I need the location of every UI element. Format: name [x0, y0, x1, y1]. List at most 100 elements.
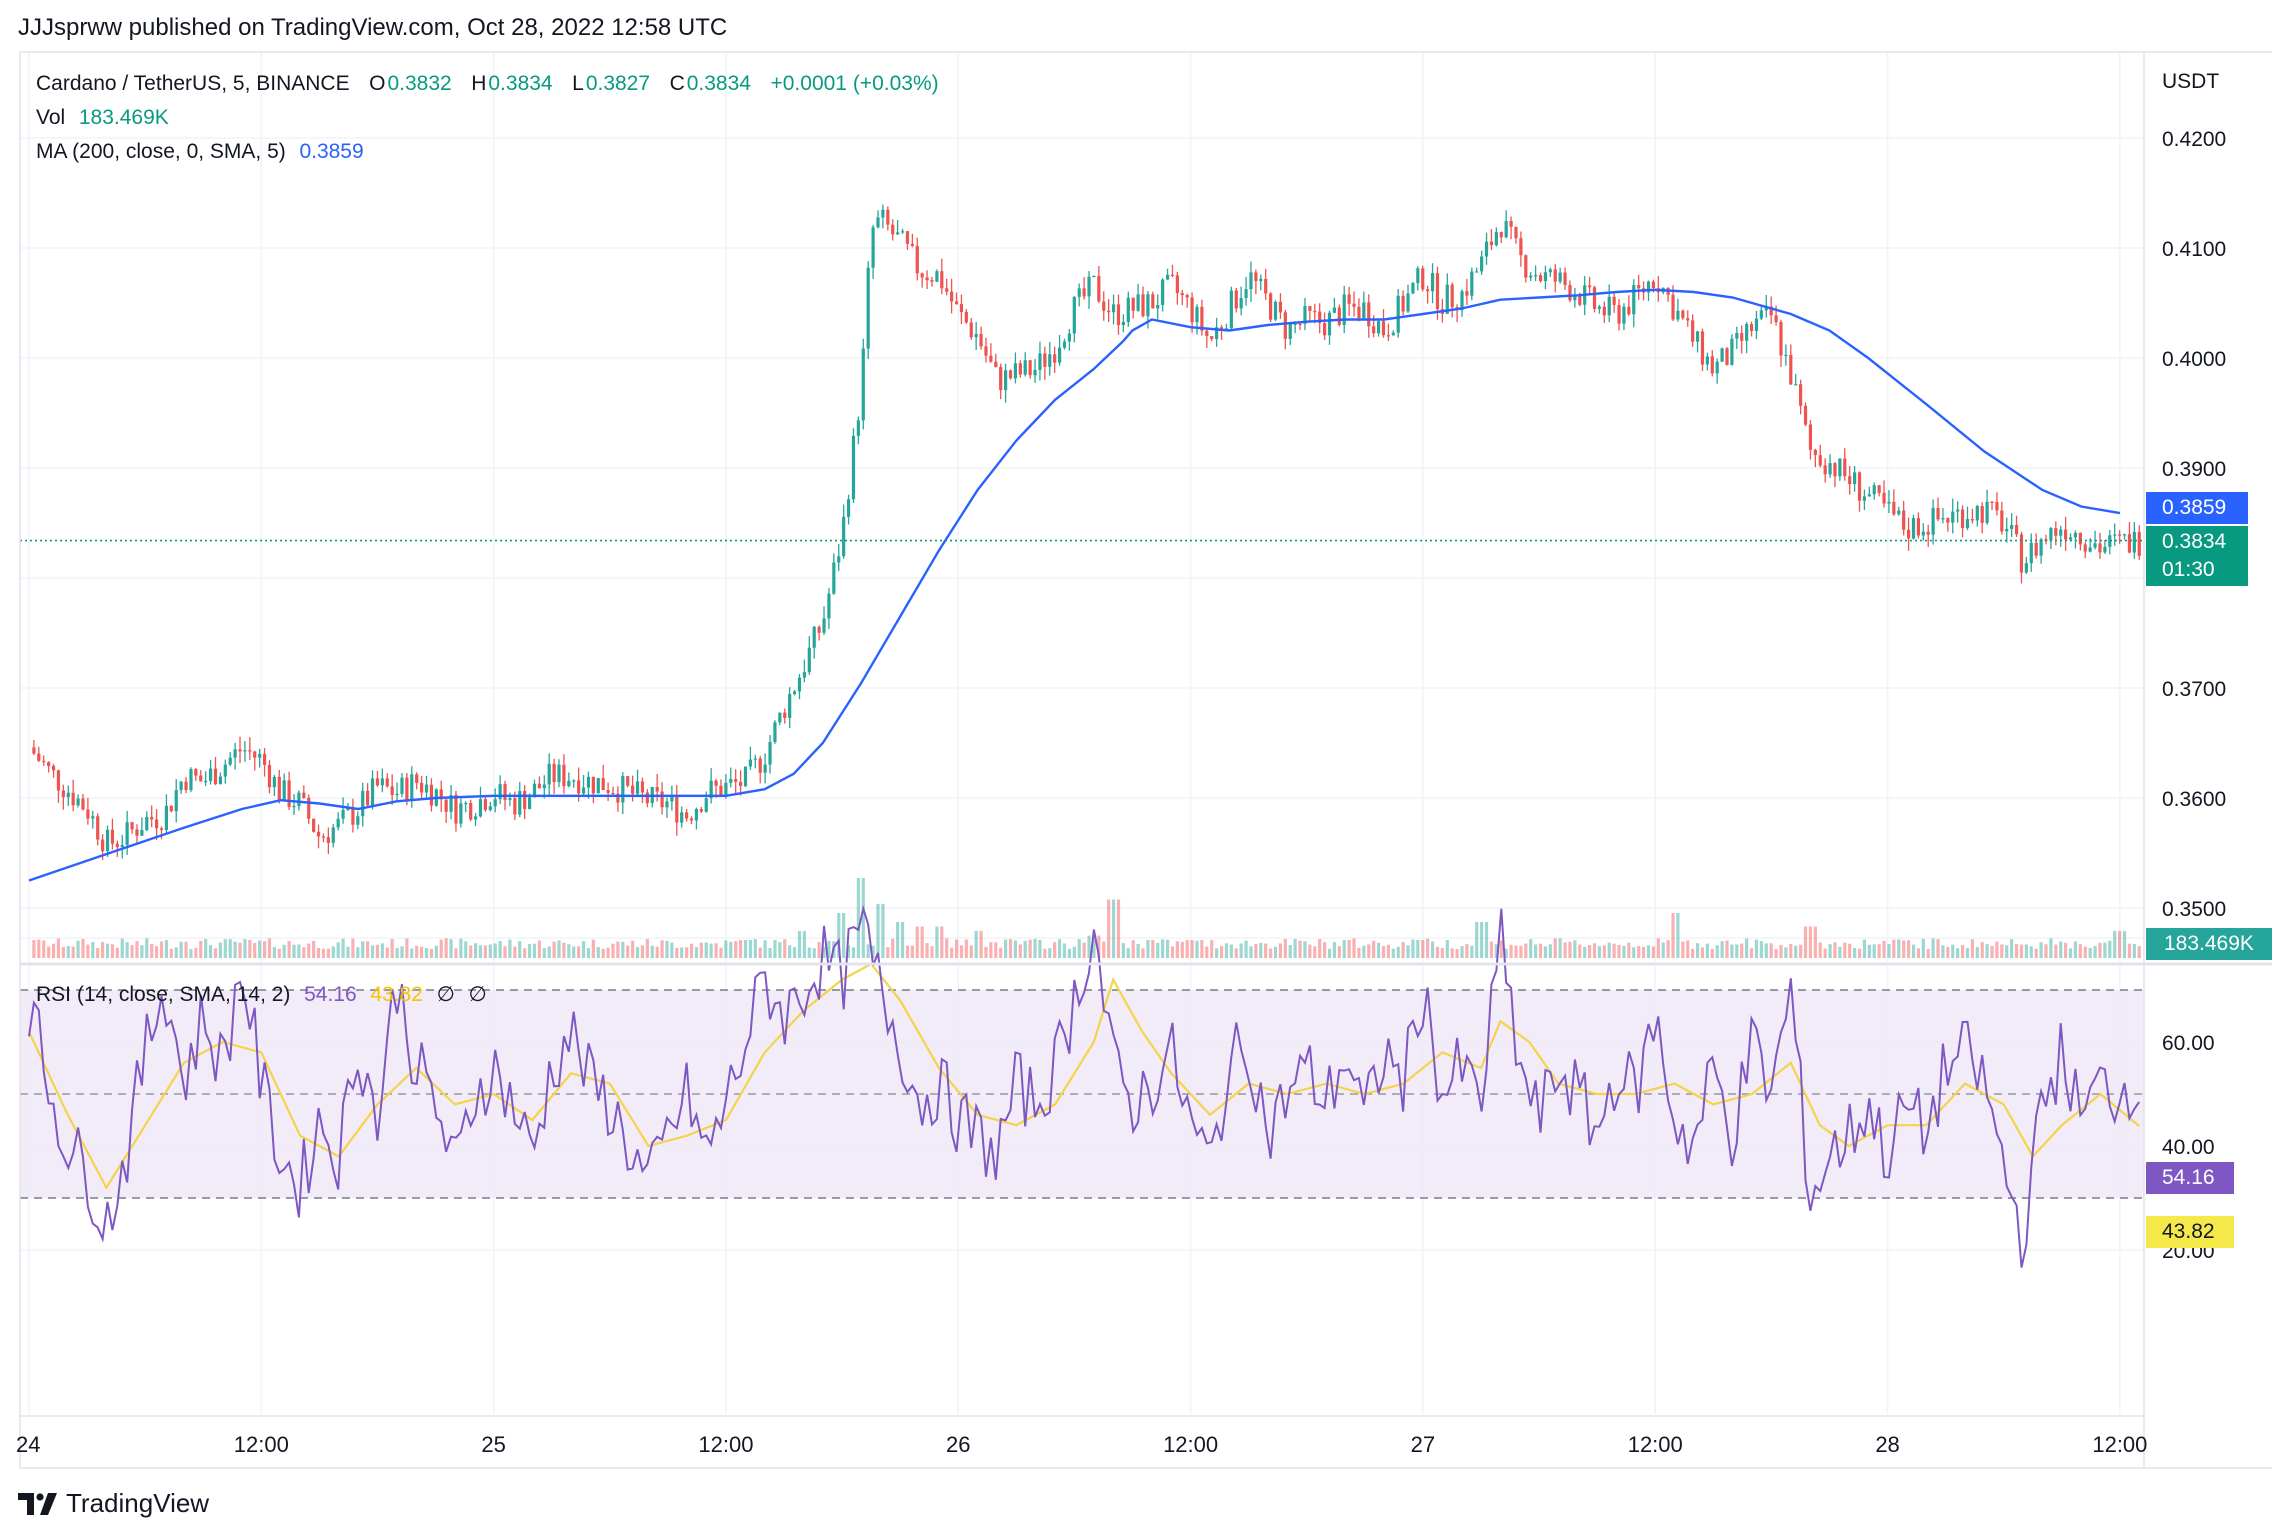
candle-body [523, 791, 527, 810]
volume-bar [680, 947, 684, 958]
price-tick-label: 0.3600 [2162, 788, 2226, 811]
volume-bar [1313, 946, 1317, 958]
candle-body [1215, 327, 1219, 340]
candle-body [1911, 518, 1916, 539]
volume-bar [498, 941, 502, 958]
candle-body [734, 779, 738, 782]
candle-body [1715, 361, 1719, 374]
candle-body [1131, 297, 1135, 311]
candle-body [2064, 529, 2068, 540]
volume-bar [267, 938, 272, 958]
volume-bar [1342, 940, 1346, 958]
volume-bar [1548, 944, 1552, 958]
volume-bar [1003, 939, 1008, 958]
candle-body [1254, 272, 1258, 282]
volume-bar [1563, 942, 1567, 958]
candle-body [331, 827, 335, 843]
volume-bar [979, 931, 983, 958]
volume-bar [1789, 944, 1793, 958]
candle-body [199, 775, 203, 782]
volume-bar [591, 939, 595, 958]
volume-bar [1607, 942, 1611, 958]
volume-bar [71, 946, 75, 958]
time-tick-label: 12:00 [698, 1432, 753, 1457]
volume-bar [1278, 943, 1283, 958]
candle-body [253, 751, 257, 758]
candle-body [1941, 518, 1945, 520]
candle-body [1720, 348, 1724, 362]
volume-bar [1794, 945, 1798, 958]
candle-body [1116, 304, 1121, 326]
volume-bar [1111, 899, 1116, 958]
rsi-ma-tag: 43.82 [2146, 1216, 2234, 1248]
candle-body [1553, 269, 1557, 282]
volume-bar [2005, 945, 2009, 958]
volume-bar [272, 947, 276, 958]
candle-body [1818, 455, 1822, 466]
volume-bar [994, 942, 998, 958]
volume-bar [1509, 944, 1513, 958]
candle-body [851, 435, 856, 500]
candle-body [1867, 494, 1871, 497]
volume-bar [729, 941, 733, 958]
volume-bar [788, 945, 792, 958]
price-tick-label: 0.4100 [2162, 238, 2226, 261]
volume-bar [537, 940, 541, 958]
candle-body [1960, 509, 1965, 529]
volume-bar [1048, 948, 1052, 958]
candle-body [1916, 518, 1921, 536]
volume-bar [1960, 944, 1965, 958]
legend-symbol: Cardano / TetherUS, 5, BINANCE [36, 72, 350, 95]
candle-body [1995, 501, 1999, 511]
candle-body [120, 844, 124, 848]
candle-body [459, 803, 463, 824]
footer-brand[interactable]: TradingView [18, 1488, 209, 1519]
volume-bar [846, 945, 851, 958]
candle-body [876, 217, 880, 228]
volume-bar [1156, 942, 1160, 958]
volume-bar [1215, 948, 1219, 958]
volume-bars [32, 878, 2141, 958]
candle-body [2029, 542, 2033, 564]
candle-body [748, 759, 753, 767]
volume-bar [297, 944, 301, 958]
candle-body [1529, 275, 1533, 278]
candle-body [1151, 294, 1155, 309]
volume-bar [586, 947, 591, 958]
candle-body [439, 789, 443, 800]
candle-body [297, 792, 301, 807]
volume-bar [1970, 939, 1974, 958]
volume-bar [1828, 944, 1832, 958]
volume-bar [1897, 939, 1901, 958]
candle-body [1892, 501, 1896, 515]
legend-high-label: H [471, 72, 487, 95]
candle-body [1470, 271, 1474, 296]
candle-body [1072, 296, 1076, 334]
volume-bar [1489, 941, 1494, 958]
volume-bar [1764, 943, 1768, 958]
volume-bar [900, 922, 905, 958]
volume-bar [527, 944, 532, 958]
time-tick-label: 12:00 [1163, 1432, 1218, 1457]
price-tick-label: 0.4200 [2162, 128, 2226, 151]
candle-body [312, 818, 316, 832]
candle-body [660, 791, 664, 808]
candle-body [1494, 231, 1498, 246]
candle-body [900, 231, 905, 233]
candle-body [1794, 384, 1798, 386]
candle-body [469, 802, 473, 820]
candle-body [562, 764, 566, 787]
volume-bar [1705, 943, 1709, 958]
volume-bar [1146, 940, 1150, 958]
volume-bar [321, 948, 326, 958]
volume-bar [154, 946, 159, 958]
volume-bar [1646, 945, 1651, 958]
volume-bar [1602, 945, 1606, 958]
candle-body [1799, 384, 1803, 406]
candle-body [792, 691, 797, 694]
volume-bar [130, 945, 134, 958]
volume-bar [2029, 946, 2033, 958]
candle-body [891, 224, 895, 235]
volume-bar [1592, 943, 1597, 958]
